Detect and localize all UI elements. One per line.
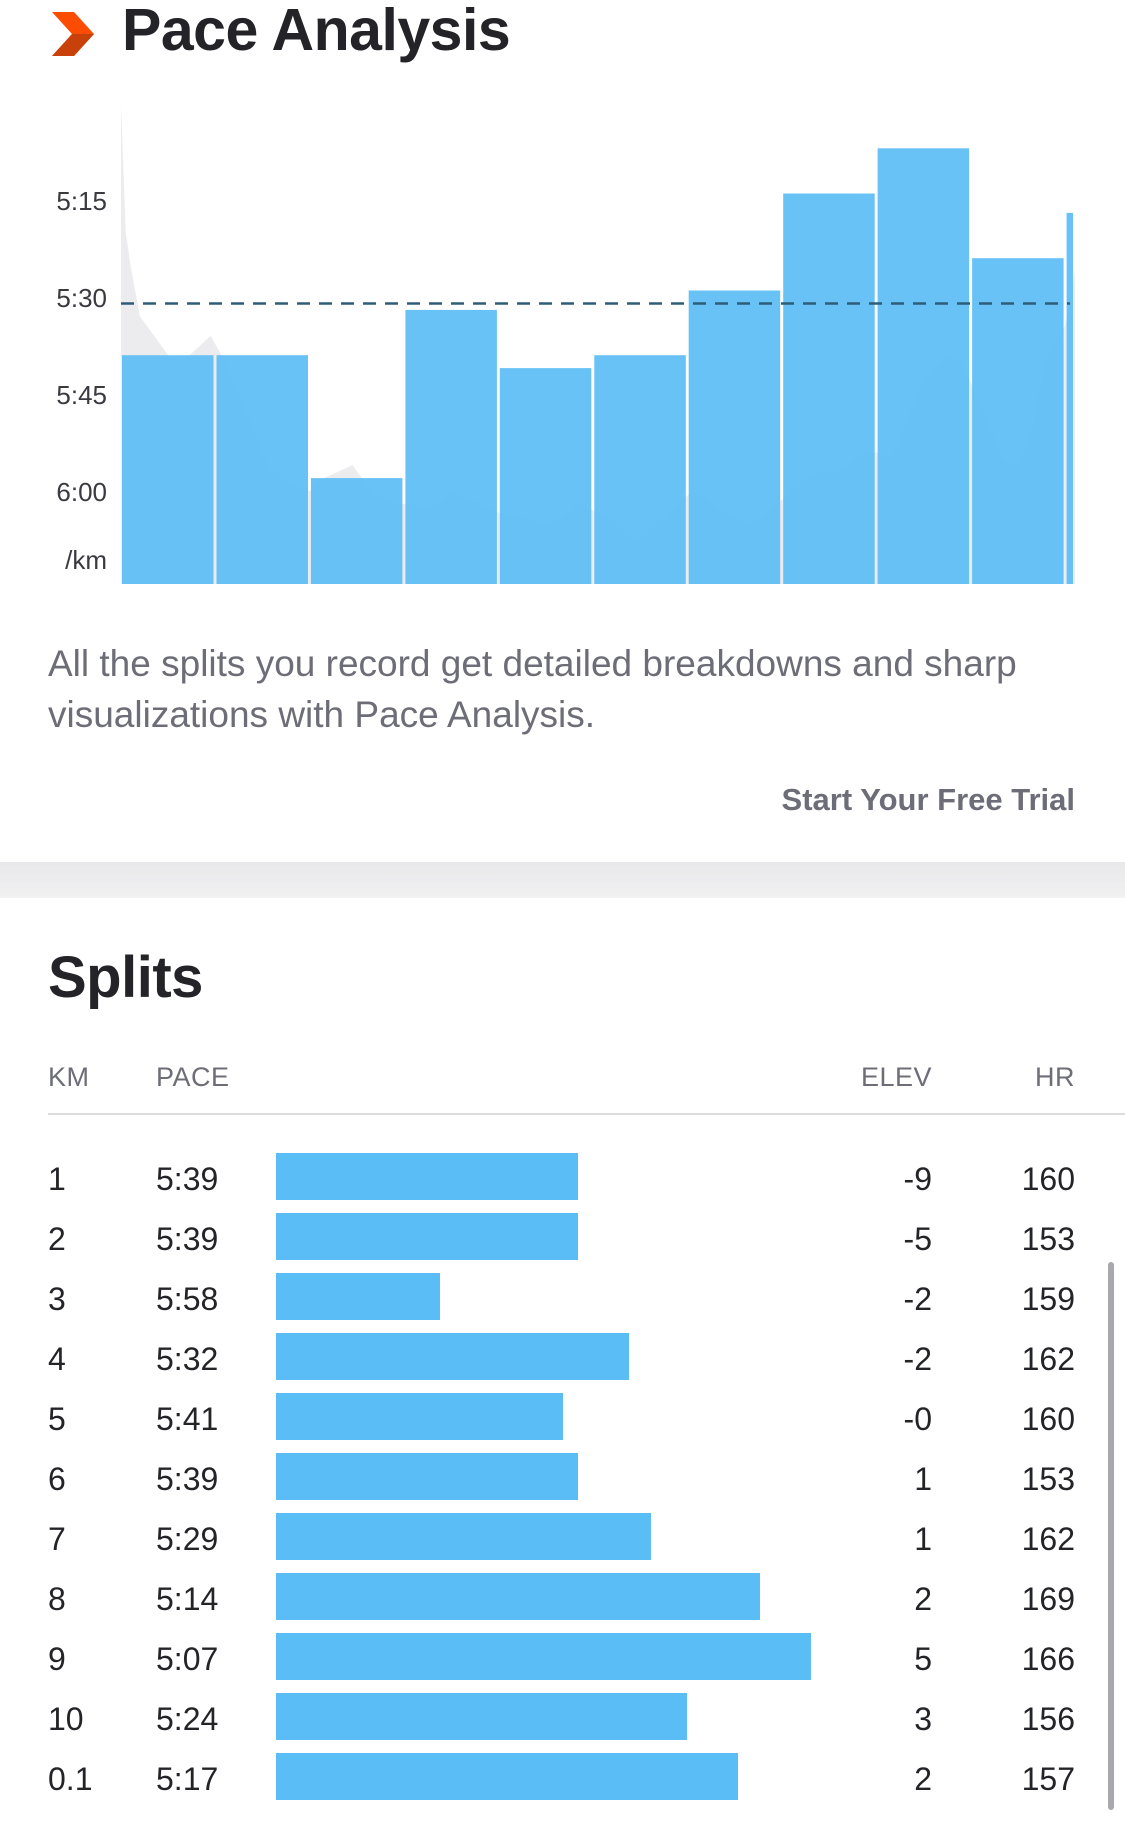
split-km: 5 <box>48 1401 66 1437</box>
split-km: 7 <box>48 1521 66 1557</box>
pace-bar <box>877 148 970 585</box>
split-pace: 5:17 <box>156 1761 219 1797</box>
pace-analysis-description: All the splits you record get detailed b… <box>48 643 1017 735</box>
table-row: 5 5:41 -0 160 <box>0 1393 1125 1453</box>
split-km: 9 <box>48 1641 66 1677</box>
column-header-elev: ELEV <box>860 1062 932 1092</box>
split-elev: -2 <box>903 1281 932 1317</box>
split-pace: 5:32 <box>156 1341 219 1377</box>
split-pace: 5:14 <box>156 1581 219 1617</box>
split-pace: 5:07 <box>156 1641 219 1677</box>
split-elev: -5 <box>903 1221 932 1257</box>
split-pace: 5:39 <box>156 1161 219 1197</box>
pace-bar <box>688 290 781 584</box>
split-elev: 1 <box>914 1461 932 1497</box>
column-header-hr: HR <box>1035 1062 1075 1092</box>
pace-bar <box>594 355 686 584</box>
split-pace: 5:24 <box>156 1701 219 1737</box>
split-elev: 2 <box>914 1581 932 1617</box>
split-hr: 156 <box>1021 1701 1075 1737</box>
table-row: 7 5:29 1 162 <box>0 1513 1125 1573</box>
header-divider <box>48 1113 1125 1115</box>
y-tick-label: /km <box>65 545 107 575</box>
split-elev: 2 <box>914 1761 932 1797</box>
split-elev: -2 <box>903 1341 932 1377</box>
split-hr: 166 <box>1021 1641 1075 1677</box>
table-row: 1 5:39 -9 160 <box>0 1153 1125 1213</box>
split-pace-bar <box>276 1333 629 1380</box>
split-hr: 160 <box>1021 1401 1075 1437</box>
split-pace-bar <box>276 1513 651 1560</box>
split-pace-bar <box>276 1153 578 1200</box>
table-row: 4 5:32 -2 162 <box>0 1333 1125 1393</box>
pace-chart: 5:15 5:30 5:45 6:00/km <box>56 103 1075 585</box>
split-pace-bar <box>276 1573 760 1620</box>
pace-analysis-card: 5:15 5:30 5:45 6:00/km Pace Analysis All th… <box>0 0 1125 862</box>
y-axis-ticks: 5:15 5:30 5:45 6:00/km <box>56 186 107 575</box>
split-hr: 153 <box>1021 1461 1075 1497</box>
split-pace: 5:29 <box>156 1521 219 1557</box>
split-elev: 1 <box>914 1521 932 1557</box>
split-pace-bar <box>276 1213 578 1260</box>
split-elev: -0 <box>903 1401 932 1437</box>
pace-bar <box>1066 212 1073 584</box>
table-row: 8 5:14 2 169 <box>0 1573 1125 1633</box>
split-pace-bar <box>276 1753 738 1800</box>
split-hr: 162 <box>1021 1521 1075 1557</box>
pace-bar <box>972 258 1064 584</box>
split-pace: 5:39 <box>156 1221 219 1257</box>
splits-title: Splits <box>48 945 203 1010</box>
y-tick-label: 5:30 <box>56 283 107 313</box>
scrollbar[interactable] <box>1108 1262 1114 1810</box>
pace-bar <box>216 355 308 584</box>
pace-bar <box>405 309 497 584</box>
split-hr: 160 <box>1021 1161 1075 1197</box>
split-pace-bar <box>276 1633 811 1680</box>
split-pace: 5:58 <box>156 1281 219 1317</box>
table-row: 6 5:39 1 153 <box>0 1453 1125 1513</box>
split-km: 3 <box>48 1281 66 1317</box>
pace-bars <box>122 148 1073 585</box>
pace-bar <box>122 355 214 584</box>
table-row: 3 5:58 -2 159 <box>0 1273 1125 1333</box>
split-hr: 153 <box>1021 1221 1075 1257</box>
split-pace-bar <box>276 1693 687 1740</box>
split-km: 2 <box>48 1221 66 1257</box>
split-hr: 159 <box>1021 1281 1075 1317</box>
split-elev: -9 <box>903 1161 932 1197</box>
pace-bar <box>499 368 592 584</box>
split-pace: 5:39 <box>156 1461 219 1497</box>
split-km: 8 <box>48 1581 66 1617</box>
y-tick-label: 6:00 <box>56 477 107 507</box>
pace-analysis-title: Pace Analysis <box>122 0 511 63</box>
y-tick-label: 5:15 <box>56 186 107 216</box>
column-header-pace: PACE <box>156 1062 230 1092</box>
split-km: 1 <box>48 1161 66 1197</box>
split-pace: 5:41 <box>156 1401 219 1437</box>
y-tick-label: 5:45 <box>56 380 107 410</box>
split-hr: 157 <box>1021 1761 1075 1797</box>
splits-table: 1 5:39 -9 160 2 5:39 -5 153 3 5:58 -2 15… <box>0 1153 1125 1813</box>
split-km: 6 <box>48 1461 66 1497</box>
split-elev: 3 <box>914 1701 932 1737</box>
split-km: 4 <box>48 1341 66 1377</box>
table-row: 2 5:39 -5 153 <box>0 1213 1125 1273</box>
column-header-km: KM <box>48 1062 90 1092</box>
pace-bar <box>783 193 875 584</box>
split-elev: 5 <box>914 1641 932 1677</box>
start-free-trial-button[interactable]: Start Your Free Trial <box>781 782 1075 817</box>
split-pace-bar <box>276 1453 578 1500</box>
table-row: 10 5:24 3 156 <box>0 1693 1125 1753</box>
pace-bar <box>310 478 403 584</box>
chevron-right-icon <box>52 12 94 56</box>
table-row: 9 5:07 5 166 <box>0 1633 1125 1693</box>
split-km: 10 <box>48 1701 84 1737</box>
table-row: 0.1 5:17 2 157 <box>0 1753 1125 1813</box>
section-divider <box>0 862 1125 898</box>
split-hr: 169 <box>1021 1581 1075 1617</box>
split-hr: 162 <box>1021 1341 1075 1377</box>
split-pace-bar <box>276 1273 440 1320</box>
split-pace-bar <box>276 1393 563 1440</box>
split-km: 0.1 <box>48 1761 93 1797</box>
